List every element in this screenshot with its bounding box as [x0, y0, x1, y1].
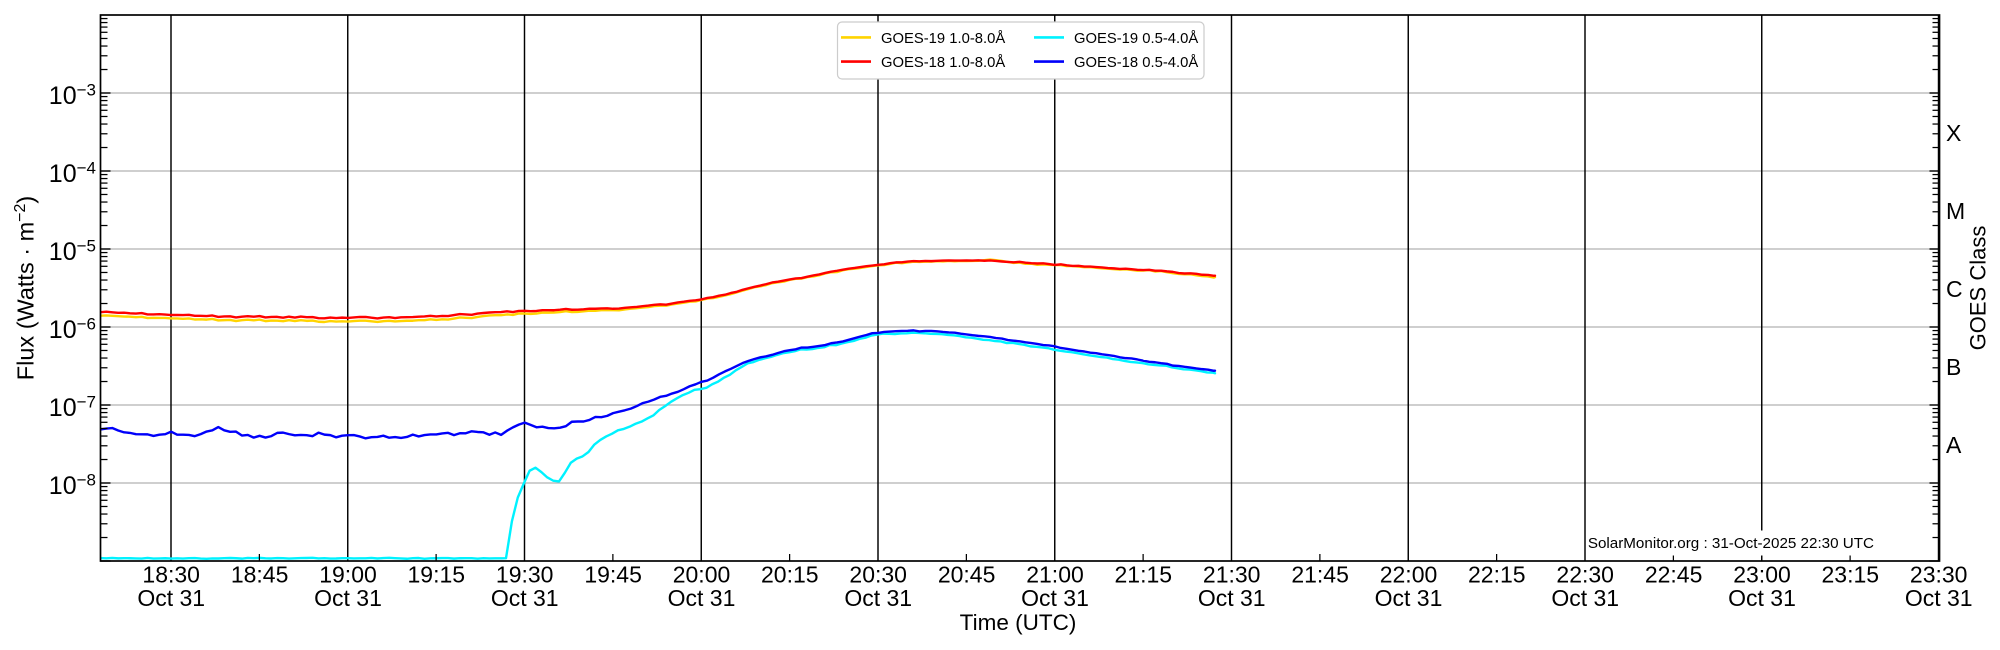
svg-text:C: C — [1946, 276, 1963, 302]
svg-text:10−5: 10−5 — [49, 237, 96, 267]
svg-text:Oct 31: Oct 31 — [137, 585, 205, 611]
svg-text:22:45: 22:45 — [1645, 561, 1703, 587]
svg-text:21:00: 21:00 — [1026, 561, 1084, 587]
svg-text:20:00: 20:00 — [673, 561, 731, 587]
svg-text:GOES-19 1.0-8.0Å: GOES-19 1.0-8.0Å — [881, 30, 1005, 47]
svg-text:B: B — [1946, 354, 1961, 380]
svg-text:19:45: 19:45 — [584, 561, 642, 587]
svg-text:Oct 31: Oct 31 — [314, 585, 382, 611]
svg-text:21:30: 21:30 — [1203, 561, 1261, 587]
svg-text:18:45: 18:45 — [231, 561, 289, 587]
svg-text:22:30: 22:30 — [1556, 561, 1614, 587]
svg-text:Oct 31: Oct 31 — [1375, 585, 1443, 611]
svg-text:20:45: 20:45 — [938, 561, 996, 587]
svg-text:M: M — [1946, 198, 1965, 224]
svg-text:Oct 31: Oct 31 — [491, 585, 559, 611]
svg-text:20:30: 20:30 — [849, 561, 907, 587]
svg-text:10−6: 10−6 — [49, 315, 96, 345]
svg-text:19:00: 19:00 — [319, 561, 377, 587]
svg-text:Time (UTC): Time (UTC) — [960, 610, 1077, 635]
svg-text:19:30: 19:30 — [496, 561, 554, 587]
svg-text:10−3: 10−3 — [49, 81, 96, 111]
svg-text:GOES Class: GOES Class — [1966, 226, 1991, 351]
svg-text:X: X — [1946, 120, 1961, 146]
svg-text:Oct 31: Oct 31 — [1021, 585, 1089, 611]
svg-text:18:30: 18:30 — [142, 561, 200, 587]
svg-text:19:15: 19:15 — [408, 561, 466, 587]
svg-text:20:15: 20:15 — [761, 561, 819, 587]
svg-text:GOES-19 0.5-4.0Å: GOES-19 0.5-4.0Å — [1074, 30, 1198, 47]
svg-text:Oct 31: Oct 31 — [844, 585, 912, 611]
svg-text:Flux (Watts · m−2): Flux (Watts · m−2) — [12, 196, 39, 380]
svg-text:22:15: 22:15 — [1468, 561, 1526, 587]
svg-text:22:00: 22:00 — [1380, 561, 1438, 587]
svg-text:10−4: 10−4 — [49, 159, 96, 189]
svg-text:Oct 31: Oct 31 — [1728, 585, 1796, 611]
svg-text:23:00: 23:00 — [1733, 561, 1791, 587]
svg-text:21:45: 21:45 — [1291, 561, 1349, 587]
svg-text:Oct 31: Oct 31 — [1551, 585, 1619, 611]
svg-text:23:30: 23:30 — [1910, 561, 1968, 587]
svg-text:Oct 31: Oct 31 — [668, 585, 736, 611]
svg-text:Oct 31: Oct 31 — [1905, 585, 1973, 611]
svg-text:10−7: 10−7 — [49, 393, 96, 423]
svg-text:GOES-18 0.5-4.0Å: GOES-18 0.5-4.0Å — [1074, 54, 1198, 71]
svg-text:21:15: 21:15 — [1115, 561, 1173, 587]
svg-text:A: A — [1946, 432, 1962, 458]
svg-text:Oct 31: Oct 31 — [1198, 585, 1266, 611]
svg-text:GOES-18 1.0-8.0Å: GOES-18 1.0-8.0Å — [881, 54, 1005, 71]
svg-text:10−8: 10−8 — [49, 471, 96, 501]
svg-text:SolarMonitor.org : 31-Oct-2025: SolarMonitor.org : 31-Oct-2025 22:30 UTC — [1588, 535, 1874, 552]
svg-text:23:15: 23:15 — [1822, 561, 1880, 587]
